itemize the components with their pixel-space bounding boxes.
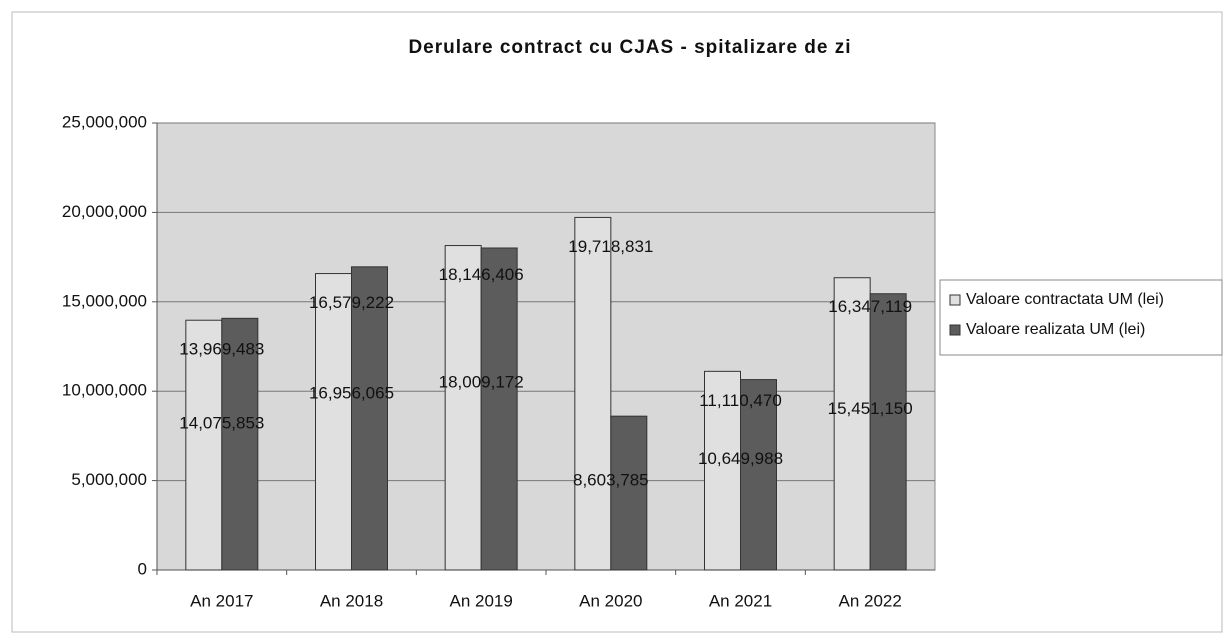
x-tick-label: An 2018 <box>320 591 383 610</box>
x-tick-label: An 2020 <box>579 591 642 610</box>
y-tick-label: 0 <box>138 559 147 578</box>
bar <box>610 415 648 571</box>
x-tick-label: An 2019 <box>449 591 512 610</box>
chart-title: Derulare contract cu CJAS - spitalizare … <box>408 37 851 58</box>
bar <box>740 379 777 571</box>
data-label: 14,075,853 <box>179 414 264 433</box>
bar <box>221 317 259 571</box>
data-label: 15,451,150 <box>828 399 913 418</box>
x-tick-label: An 2021 <box>709 591 772 610</box>
y-tick-label: 5,000,000 <box>71 470 147 489</box>
x-tick-label: An 2022 <box>838 591 901 610</box>
y-tick-label: 15,000,000 <box>62 291 147 310</box>
legend-label: Valoare contractata UM (lei) <box>966 291 1164 308</box>
data-label: 11,110,470 <box>699 391 782 410</box>
plot-area <box>156 122 936 571</box>
bar <box>315 273 352 571</box>
data-label: 13,969,483 <box>179 340 264 359</box>
y-tick-label: 10,000,000 <box>62 381 147 400</box>
data-label: 16,347,119 <box>828 297 912 316</box>
data-label: 18,146,406 <box>439 265 524 284</box>
data-label: 16,956,065 <box>309 384 394 403</box>
legend-label: Valoare realizata UM (lei) <box>966 321 1145 338</box>
bar <box>574 216 612 571</box>
bar <box>444 245 482 571</box>
legend-box <box>939 279 1223 356</box>
data-label: 19,718,831 <box>568 237 653 256</box>
y-tick-label: 25,000,000 <box>62 112 147 131</box>
y-tick-label: 20,000,000 <box>62 202 147 221</box>
data-label: 18,009,172 <box>439 373 524 392</box>
bar <box>351 266 388 571</box>
data-label: 10,649,988 <box>698 449 783 468</box>
bar <box>833 277 871 571</box>
data-label: 8,603,785 <box>573 470 649 489</box>
x-tick-label: An 2017 <box>190 591 253 610</box>
data-label: 16,579,222 <box>309 293 394 312</box>
bar <box>480 247 518 571</box>
legend-swatch <box>949 294 961 306</box>
bar <box>869 293 907 571</box>
legend-swatch <box>949 324 961 336</box>
bar <box>704 370 741 571</box>
